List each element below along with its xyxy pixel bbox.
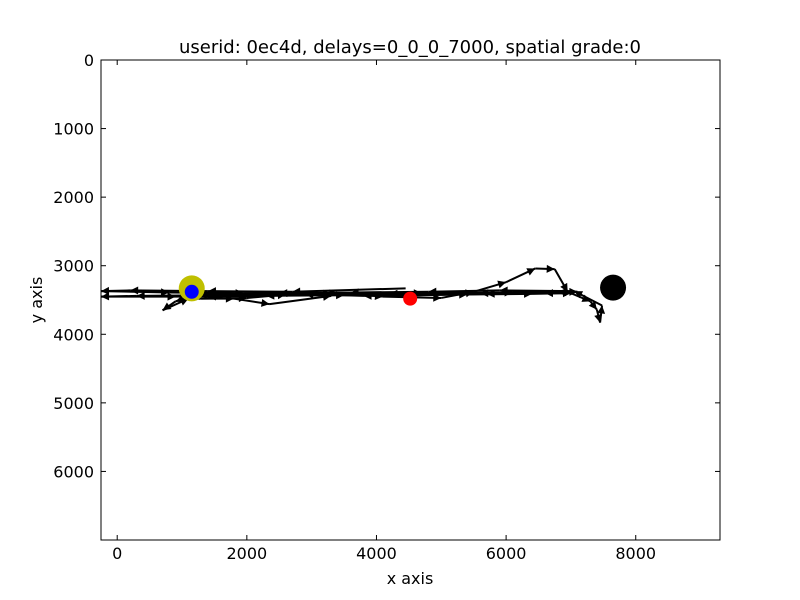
y-tick-label: 6000 bbox=[53, 462, 94, 481]
y-tick-label: 4000 bbox=[53, 325, 94, 344]
path-arrowhead bbox=[130, 286, 139, 295]
path-arrowhead bbox=[546, 264, 555, 273]
path-segment bbox=[428, 289, 500, 293]
path-arrowhead bbox=[279, 289, 288, 298]
path-arrowhead bbox=[160, 288, 170, 297]
path-arrowhead bbox=[350, 288, 359, 297]
marker-point-1 bbox=[184, 284, 199, 299]
y-axis-label: y axis bbox=[27, 277, 46, 324]
path-arrowhead bbox=[486, 289, 495, 298]
y-tick-label: 0 bbox=[84, 51, 94, 70]
y-tick-label: 3000 bbox=[53, 257, 94, 276]
path-segment bbox=[350, 290, 429, 294]
y-tick-label: 2000 bbox=[53, 188, 94, 207]
y-tick-label: 5000 bbox=[53, 394, 94, 413]
path-arrowhead bbox=[225, 294, 234, 303]
trajectory-path bbox=[101, 264, 606, 323]
path-arrowhead bbox=[574, 291, 584, 299]
path-arrowhead bbox=[322, 292, 332, 301]
path-segment bbox=[101, 290, 170, 294]
markers bbox=[178, 274, 627, 306]
x-axis-label: x axis bbox=[387, 569, 434, 588]
path-segment bbox=[499, 289, 575, 293]
x-tick-label: 0 bbox=[112, 544, 122, 563]
path-arrowhead bbox=[499, 286, 508, 295]
path-segment bbox=[207, 290, 293, 293]
axis-ticks: 0 2000 4000 6000 8000 0 1000 2000 3000 4000 5000 60… bbox=[53, 51, 720, 563]
path-segment bbox=[292, 287, 406, 293]
path-segment bbox=[486, 292, 546, 295]
y-tick-label: 1000 bbox=[53, 120, 94, 139]
path-segment bbox=[269, 294, 332, 306]
path-arrowhead bbox=[526, 268, 536, 276]
path-segment bbox=[279, 291, 351, 295]
plot-frame bbox=[100, 59, 721, 541]
x-tick-label: 2000 bbox=[226, 544, 267, 563]
x-tick-label: 4000 bbox=[356, 544, 397, 563]
marker-point-3 bbox=[600, 274, 627, 301]
path-arrowhead bbox=[560, 282, 568, 292]
path-arrowhead bbox=[588, 300, 597, 310]
path-arrowhead bbox=[167, 292, 176, 301]
chart-title: userid: 0ec4d, delays=0_0_0_7000, spatia… bbox=[179, 37, 641, 58]
path-segment bbox=[207, 294, 267, 298]
path-arrowhead bbox=[433, 293, 442, 302]
path-arrowhead bbox=[597, 305, 606, 314]
path-arrowhead bbox=[497, 280, 507, 289]
path-arrowhead bbox=[374, 291, 383, 300]
path-segment bbox=[198, 292, 280, 296]
x-tick-label: 6000 bbox=[486, 544, 527, 563]
x-tick-label: 8000 bbox=[615, 544, 656, 563]
path-segment bbox=[408, 292, 487, 297]
path-arrowhead bbox=[261, 298, 270, 307]
path-arrowhead bbox=[428, 287, 437, 296]
marker-point-2 bbox=[403, 291, 418, 306]
